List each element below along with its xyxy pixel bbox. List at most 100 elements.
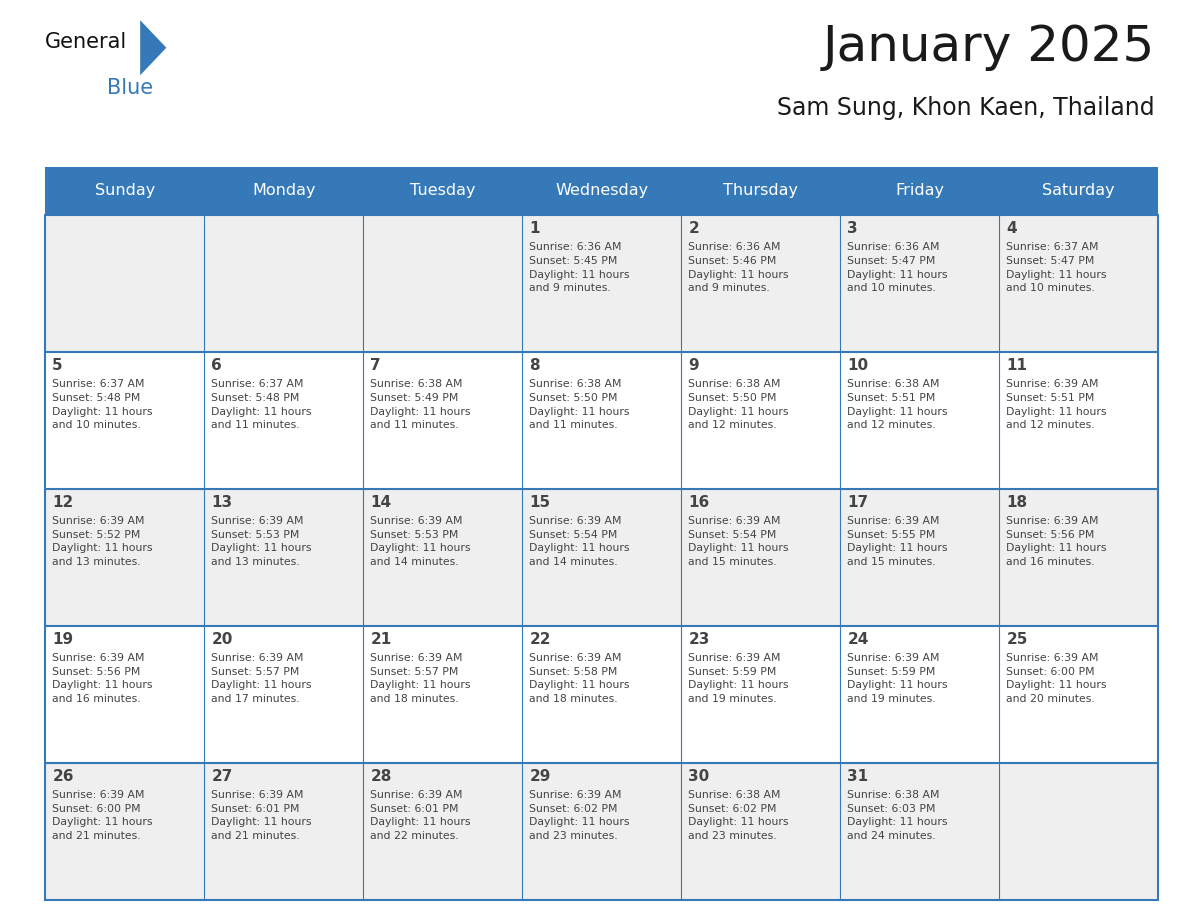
Text: 29: 29 — [530, 769, 551, 784]
Bar — [840, 488, 999, 626]
Bar — [364, 352, 523, 488]
Text: Sunrise: 6:38 AM
Sunset: 5:50 PM
Daylight: 11 hours
and 12 minutes.: Sunrise: 6:38 AM Sunset: 5:50 PM Dayligh… — [688, 379, 789, 431]
Bar — [204, 167, 364, 215]
Polygon shape — [140, 20, 166, 75]
Text: Sunrise: 6:37 AM
Sunset: 5:48 PM
Daylight: 11 hours
and 10 minutes.: Sunrise: 6:37 AM Sunset: 5:48 PM Dayligh… — [52, 379, 153, 431]
Text: Sunrise: 6:38 AM
Sunset: 5:50 PM
Daylight: 11 hours
and 11 minutes.: Sunrise: 6:38 AM Sunset: 5:50 PM Dayligh… — [530, 379, 630, 431]
Bar — [523, 488, 681, 626]
Text: Sunrise: 6:37 AM
Sunset: 5:47 PM
Daylight: 11 hours
and 10 minutes.: Sunrise: 6:37 AM Sunset: 5:47 PM Dayligh… — [1006, 242, 1107, 293]
Bar — [681, 352, 840, 488]
Text: 5: 5 — [52, 358, 63, 374]
Text: Saturday: Saturday — [1043, 184, 1116, 198]
Bar — [364, 167, 523, 215]
Bar — [204, 626, 364, 763]
Text: Sunrise: 6:38 AM
Sunset: 6:02 PM
Daylight: 11 hours
and 23 minutes.: Sunrise: 6:38 AM Sunset: 6:02 PM Dayligh… — [688, 790, 789, 841]
Text: Sunrise: 6:39 AM
Sunset: 6:02 PM
Daylight: 11 hours
and 23 minutes.: Sunrise: 6:39 AM Sunset: 6:02 PM Dayligh… — [530, 790, 630, 841]
Text: Wednesday: Wednesday — [555, 184, 649, 198]
Text: 23: 23 — [688, 633, 709, 647]
Text: 14: 14 — [371, 495, 391, 510]
Text: Sunrise: 6:39 AM
Sunset: 5:56 PM
Daylight: 11 hours
and 16 minutes.: Sunrise: 6:39 AM Sunset: 5:56 PM Dayligh… — [52, 654, 153, 704]
Bar — [523, 763, 681, 900]
Text: 3: 3 — [847, 221, 858, 236]
Bar — [523, 167, 681, 215]
Bar — [840, 167, 999, 215]
Text: 21: 21 — [371, 633, 392, 647]
Text: 20: 20 — [211, 633, 233, 647]
Text: 28: 28 — [371, 769, 392, 784]
Text: Sunrise: 6:39 AM
Sunset: 5:56 PM
Daylight: 11 hours
and 16 minutes.: Sunrise: 6:39 AM Sunset: 5:56 PM Dayligh… — [1006, 516, 1107, 567]
Text: Sunrise: 6:39 AM
Sunset: 5:53 PM
Daylight: 11 hours
and 14 minutes.: Sunrise: 6:39 AM Sunset: 5:53 PM Dayligh… — [371, 516, 470, 567]
Text: Sunrise: 6:39 AM
Sunset: 5:53 PM
Daylight: 11 hours
and 13 minutes.: Sunrise: 6:39 AM Sunset: 5:53 PM Dayligh… — [211, 516, 311, 567]
Bar — [45, 352, 204, 488]
Bar — [681, 626, 840, 763]
Bar — [840, 352, 999, 488]
Text: 4: 4 — [1006, 221, 1017, 236]
Text: Sunrise: 6:39 AM
Sunset: 5:58 PM
Daylight: 11 hours
and 18 minutes.: Sunrise: 6:39 AM Sunset: 5:58 PM Dayligh… — [530, 654, 630, 704]
Text: 22: 22 — [530, 633, 551, 647]
Bar — [999, 626, 1158, 763]
Bar — [364, 626, 523, 763]
Text: 11: 11 — [1006, 358, 1028, 374]
Text: Sunrise: 6:39 AM
Sunset: 5:59 PM
Daylight: 11 hours
and 19 minutes.: Sunrise: 6:39 AM Sunset: 5:59 PM Dayligh… — [688, 654, 789, 704]
Text: Sunrise: 6:36 AM
Sunset: 5:45 PM
Daylight: 11 hours
and 9 minutes.: Sunrise: 6:36 AM Sunset: 5:45 PM Dayligh… — [530, 242, 630, 293]
Text: 6: 6 — [211, 358, 222, 374]
Bar — [999, 352, 1158, 488]
Text: 10: 10 — [847, 358, 868, 374]
Text: Sunrise: 6:37 AM
Sunset: 5:48 PM
Daylight: 11 hours
and 11 minutes.: Sunrise: 6:37 AM Sunset: 5:48 PM Dayligh… — [211, 379, 311, 431]
Text: Sam Sung, Khon Kaen, Thailand: Sam Sung, Khon Kaen, Thailand — [777, 96, 1155, 120]
Bar — [364, 763, 523, 900]
Bar — [840, 215, 999, 352]
Bar — [523, 626, 681, 763]
Bar — [681, 763, 840, 900]
Bar — [204, 215, 364, 352]
Text: Sunrise: 6:39 AM
Sunset: 5:57 PM
Daylight: 11 hours
and 17 minutes.: Sunrise: 6:39 AM Sunset: 5:57 PM Dayligh… — [211, 654, 311, 704]
Text: 7: 7 — [371, 358, 381, 374]
Text: Sunday: Sunday — [95, 184, 154, 198]
Bar — [523, 215, 681, 352]
Bar — [204, 488, 364, 626]
Text: 16: 16 — [688, 495, 709, 510]
Bar — [523, 352, 681, 488]
Bar — [999, 167, 1158, 215]
Text: 12: 12 — [52, 495, 74, 510]
Bar — [840, 763, 999, 900]
Text: Sunrise: 6:39 AM
Sunset: 5:54 PM
Daylight: 11 hours
and 15 minutes.: Sunrise: 6:39 AM Sunset: 5:54 PM Dayligh… — [688, 516, 789, 567]
Bar — [364, 488, 523, 626]
Text: Sunrise: 6:39 AM
Sunset: 6:00 PM
Daylight: 11 hours
and 21 minutes.: Sunrise: 6:39 AM Sunset: 6:00 PM Dayligh… — [52, 790, 153, 841]
Bar — [45, 488, 204, 626]
Text: Sunrise: 6:39 AM
Sunset: 6:01 PM
Daylight: 11 hours
and 21 minutes.: Sunrise: 6:39 AM Sunset: 6:01 PM Dayligh… — [211, 790, 311, 841]
Text: 9: 9 — [688, 358, 699, 374]
Text: 17: 17 — [847, 495, 868, 510]
Bar — [681, 488, 840, 626]
Text: 24: 24 — [847, 633, 868, 647]
Text: Thursday: Thursday — [723, 184, 798, 198]
Text: Sunrise: 6:38 AM
Sunset: 6:03 PM
Daylight: 11 hours
and 24 minutes.: Sunrise: 6:38 AM Sunset: 6:03 PM Dayligh… — [847, 790, 948, 841]
Text: Sunrise: 6:38 AM
Sunset: 5:49 PM
Daylight: 11 hours
and 11 minutes.: Sunrise: 6:38 AM Sunset: 5:49 PM Dayligh… — [371, 379, 470, 431]
Bar — [45, 763, 204, 900]
Text: Blue: Blue — [107, 78, 153, 98]
Text: 1: 1 — [530, 221, 539, 236]
Text: 31: 31 — [847, 769, 868, 784]
Text: Sunrise: 6:39 AM
Sunset: 5:54 PM
Daylight: 11 hours
and 14 minutes.: Sunrise: 6:39 AM Sunset: 5:54 PM Dayligh… — [530, 516, 630, 567]
Bar — [204, 763, 364, 900]
Text: 18: 18 — [1006, 495, 1028, 510]
Bar — [999, 488, 1158, 626]
Bar — [999, 763, 1158, 900]
Text: 26: 26 — [52, 769, 74, 784]
Bar — [681, 215, 840, 352]
Text: 25: 25 — [1006, 633, 1028, 647]
Text: General: General — [45, 32, 127, 52]
Bar — [999, 215, 1158, 352]
Text: Tuesday: Tuesday — [410, 184, 475, 198]
Bar — [45, 167, 204, 215]
Text: Sunrise: 6:39 AM
Sunset: 5:51 PM
Daylight: 11 hours
and 12 minutes.: Sunrise: 6:39 AM Sunset: 5:51 PM Dayligh… — [1006, 379, 1107, 431]
Text: 13: 13 — [211, 495, 233, 510]
Text: 8: 8 — [530, 358, 541, 374]
Text: Sunrise: 6:39 AM
Sunset: 5:55 PM
Daylight: 11 hours
and 15 minutes.: Sunrise: 6:39 AM Sunset: 5:55 PM Dayligh… — [847, 516, 948, 567]
Bar — [840, 626, 999, 763]
Text: 30: 30 — [688, 769, 709, 784]
Bar — [204, 352, 364, 488]
Text: 15: 15 — [530, 495, 550, 510]
Text: Sunrise: 6:39 AM
Sunset: 6:00 PM
Daylight: 11 hours
and 20 minutes.: Sunrise: 6:39 AM Sunset: 6:00 PM Dayligh… — [1006, 654, 1107, 704]
Text: Friday: Friday — [896, 184, 944, 198]
